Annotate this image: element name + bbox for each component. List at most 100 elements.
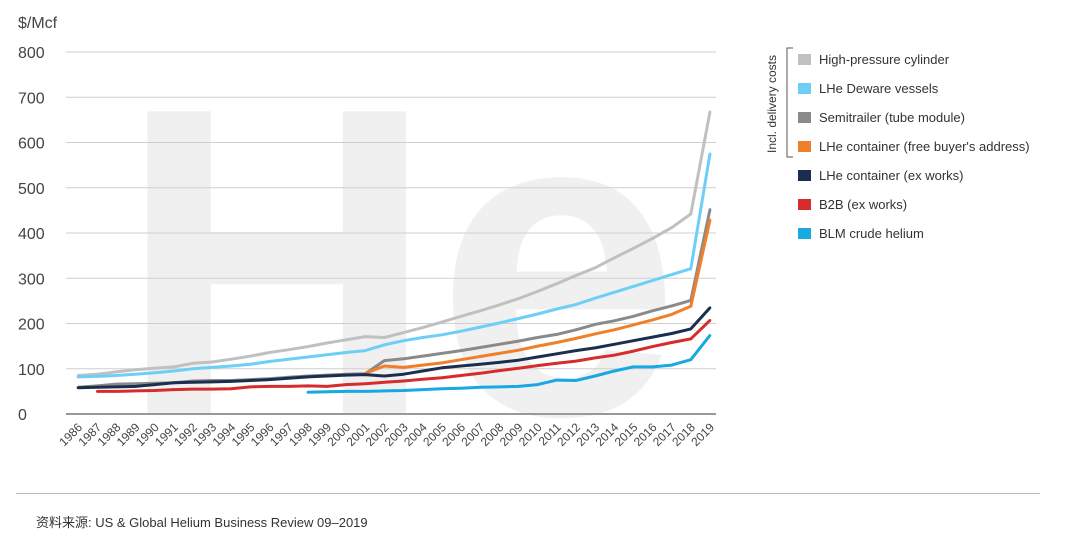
data-point [268, 378, 271, 381]
data-point [268, 351, 271, 354]
legend-label: LHe container (ex works) [819, 168, 964, 183]
data-point [153, 366, 156, 370]
he-watermark: He [118, 17, 680, 508]
data-point [536, 364, 539, 367]
data-point [134, 385, 137, 388]
data-point [440, 320, 444, 324]
data-point [363, 373, 367, 376]
data-point [536, 355, 539, 359]
data-point [383, 374, 386, 378]
data-point [115, 374, 118, 377]
data-point [498, 343, 501, 346]
data-point [517, 366, 520, 370]
data-point [210, 387, 214, 391]
data-point [708, 333, 712, 337]
data-point [153, 389, 156, 392]
data-point [325, 385, 329, 388]
data-point [612, 343, 616, 346]
data-point [612, 319, 616, 323]
data-point [363, 390, 367, 393]
series-high-pressure-cylinder [76, 110, 712, 377]
data-point [555, 307, 559, 311]
data-point [421, 363, 425, 367]
data-point [402, 372, 405, 376]
legend-label: BLM crude helium [819, 226, 924, 241]
data-point [440, 366, 444, 370]
data-point [632, 247, 635, 250]
data-point [612, 328, 616, 332]
data-point [268, 360, 271, 363]
data-point [478, 386, 482, 389]
data-point [383, 336, 386, 339]
y-axis-unit-label: $/Mcf [18, 15, 58, 32]
data-point [670, 341, 673, 344]
data-point [593, 266, 597, 270]
data-point [517, 297, 520, 300]
data-point [574, 379, 578, 382]
series-blm-crude-helium [306, 333, 712, 394]
y-tick-label: 700 [18, 90, 45, 107]
data-point [708, 319, 712, 322]
data-point [402, 331, 405, 334]
data-point [402, 389, 405, 392]
data-point [536, 290, 539, 293]
data-point [459, 329, 463, 333]
series-b2b-ex-works [95, 319, 712, 393]
data-point [632, 314, 635, 318]
data-point [536, 336, 539, 339]
data-point [115, 390, 118, 393]
data-point [191, 381, 195, 384]
series-line [77, 306, 712, 390]
x-tick-label: 2019 [688, 420, 717, 449]
series-line [77, 153, 712, 379]
data-point [115, 385, 118, 389]
data-point [708, 218, 712, 222]
data-point [421, 326, 425, 329]
data-point [306, 384, 310, 388]
data-point [555, 282, 559, 285]
data-point [517, 317, 520, 320]
legend-item: Semitrailer (tube module) [798, 110, 965, 125]
data-point [95, 390, 99, 393]
series-line [307, 334, 712, 394]
data-point [287, 385, 290, 388]
legend-label: B2B (ex works) [819, 197, 907, 212]
data-point [287, 348, 290, 352]
data-point [134, 389, 137, 393]
data-point [306, 355, 310, 359]
data-point [612, 369, 616, 373]
legend: High-pressure cylinder LHe Deware vessels… [798, 52, 1030, 241]
data-point [134, 382, 137, 385]
data-point [229, 387, 233, 390]
legend-swatch [798, 112, 811, 123]
data-point [421, 354, 425, 358]
data-point [708, 208, 712, 211]
data-point [651, 318, 654, 322]
y-tick-label: 0 [18, 407, 27, 424]
series-lhe-container-ex-works [76, 306, 712, 390]
series-line [77, 111, 712, 377]
data-point [402, 379, 405, 383]
data-point [459, 349, 463, 352]
data-point [689, 327, 693, 331]
data-point [115, 382, 118, 386]
legend-item: High-pressure cylinder [798, 52, 950, 67]
data-point [363, 382, 367, 385]
data-point [670, 313, 673, 316]
data-point [555, 352, 559, 356]
data-point [670, 332, 673, 335]
data-point [670, 273, 673, 276]
data-point [498, 352, 501, 355]
legend-item: B2B (ex works) [798, 197, 907, 212]
data-point [134, 372, 137, 376]
legend-item: LHe container (free buyer's address) [798, 139, 1030, 154]
data-point [574, 303, 578, 306]
data-point [478, 362, 482, 366]
data-point [651, 365, 654, 369]
bracket-line [786, 47, 793, 158]
data-point [708, 152, 712, 156]
data-point [632, 339, 635, 342]
legend-swatch [798, 54, 811, 65]
data-point [689, 212, 693, 216]
